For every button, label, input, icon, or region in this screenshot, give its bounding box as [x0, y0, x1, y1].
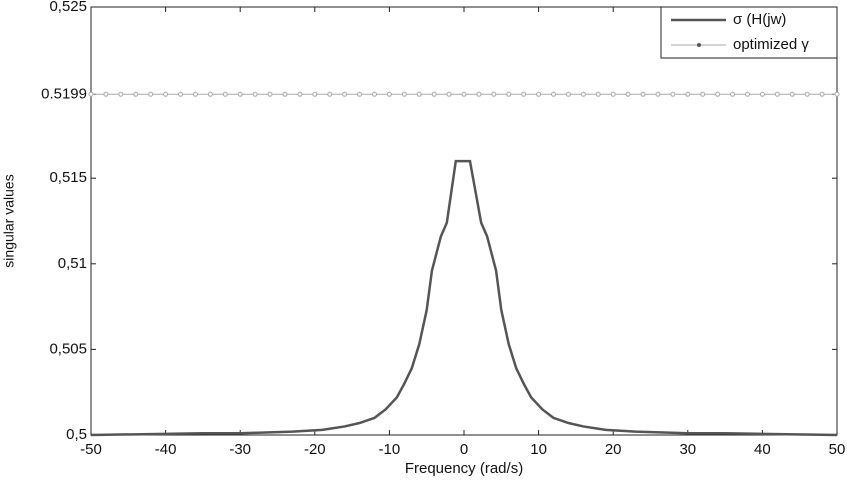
- series-marker: [774, 91, 780, 97]
- series-marker: [565, 91, 571, 97]
- series-marker: [730, 91, 736, 97]
- y-axis-label: singular values: [1, 174, 17, 267]
- series-marker: [282, 91, 288, 97]
- y-tick-label: 0.5199: [41, 85, 87, 102]
- x-tick-label: 20: [605, 441, 622, 458]
- series-marker: [178, 91, 184, 97]
- y-tick-label: 0,505: [49, 340, 87, 357]
- x-tick-label: -20: [304, 441, 326, 458]
- series-line: [90, 159, 838, 437]
- series-marker: [103, 91, 109, 97]
- y-tick-label: 0,51: [58, 255, 87, 272]
- series-marker: [312, 91, 318, 97]
- series-marker: [267, 91, 273, 97]
- series-marker: [386, 91, 392, 97]
- series-marker: [252, 91, 258, 97]
- y-tick-label: 0,525: [49, 0, 87, 15]
- x-tick-label: 40: [754, 441, 771, 458]
- legend-label: optimized γ: [733, 36, 809, 53]
- legend-box: [660, 6, 838, 59]
- series-marker: [521, 91, 527, 97]
- series-marker: [744, 91, 750, 97]
- series-marker: [551, 91, 557, 97]
- series-marker: [237, 91, 243, 97]
- x-tick-label: 10: [530, 441, 547, 458]
- series-marker: [610, 91, 616, 97]
- series-marker: [685, 91, 691, 97]
- x-tick-label: 0: [460, 441, 468, 458]
- series-marker: [118, 91, 124, 97]
- series-marker: [461, 91, 467, 97]
- series-marker: [491, 91, 497, 97]
- series-marker: [416, 91, 422, 97]
- x-tick-label: -30: [229, 441, 251, 458]
- series-marker: [715, 91, 721, 97]
- series-marker: [222, 91, 228, 97]
- series-marker: [163, 91, 169, 97]
- series-marker: [476, 91, 482, 97]
- series-marker: [342, 91, 348, 97]
- x-tick-label: -50: [80, 441, 102, 458]
- series-marker: [655, 91, 661, 97]
- x-tick-label: 50: [829, 441, 846, 458]
- series-marker: [88, 91, 94, 97]
- series-marker: [536, 91, 542, 97]
- series-marker: [431, 91, 437, 97]
- series-marker: [580, 91, 586, 97]
- series-marker: [789, 91, 795, 97]
- series-marker: [148, 91, 154, 97]
- series-marker: [819, 91, 825, 97]
- plot-frame: [90, 6, 838, 436]
- series-marker: [804, 91, 810, 97]
- series-marker: [506, 91, 512, 97]
- series-marker: [371, 91, 377, 97]
- series-marker: [192, 91, 198, 97]
- series-marker: [759, 91, 765, 97]
- series-marker: [700, 91, 706, 97]
- legend-marker: [697, 43, 701, 47]
- series-marker: [357, 91, 363, 97]
- series-marker: [446, 91, 452, 97]
- series-marker: [670, 91, 676, 97]
- series-marker: [297, 91, 303, 97]
- x-axis-label: Frequency (rad/s): [405, 460, 523, 477]
- y-tick-label: 0,515: [49, 169, 87, 186]
- x-tick-label: -40: [155, 441, 177, 458]
- series-marker: [401, 91, 407, 97]
- series-marker: [625, 91, 631, 97]
- y-tick-label: 0,5: [66, 426, 87, 443]
- x-tick-label: 30: [679, 441, 696, 458]
- series-marker: [207, 91, 213, 97]
- x-tick-label: -10: [379, 441, 401, 458]
- series-marker: [327, 91, 333, 97]
- series-marker: [133, 91, 139, 97]
- series-marker: [640, 91, 646, 97]
- series-marker: [834, 91, 840, 97]
- legend-label: σ (H(jw): [733, 11, 786, 28]
- series-marker: [595, 91, 601, 97]
